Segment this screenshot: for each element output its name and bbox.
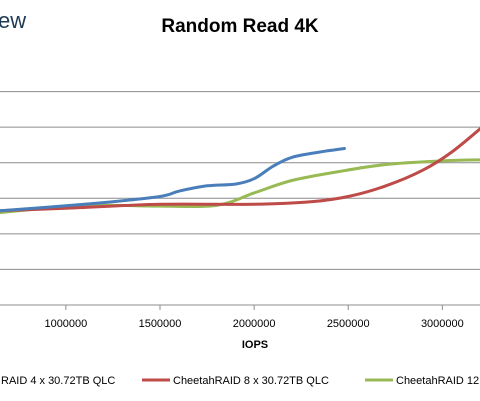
x-tick-label: 2500000	[327, 318, 370, 330]
series-line	[0, 147, 346, 213]
x-tick-label: 3000000	[421, 318, 464, 330]
x-axis-label: IOPS	[242, 339, 268, 351]
legend-label: CheetahRAID 8 x 30.72TB QLC	[173, 375, 329, 387]
legend-label: RAID 4 x 30.72TB QLC	[1, 375, 115, 387]
legend: RAID 4 x 30.72TB QLC CheetahRAID 8 x 30.7…	[1, 375, 479, 387]
chart-title: Random Read 4K	[161, 16, 319, 37]
series-lines	[0, 127, 480, 214]
x-tick-label: 1000000	[44, 318, 87, 330]
legend-label: CheetahRAID 12	[396, 375, 479, 387]
x-ticks: 1000000 1500000 2000000 2500000 3000000	[44, 305, 464, 330]
x-tick-label: 1500000	[139, 318, 182, 330]
series-line	[0, 127, 480, 213]
x-tick-label: 2000000	[233, 318, 276, 330]
logo-text: ew	[0, 8, 26, 33]
